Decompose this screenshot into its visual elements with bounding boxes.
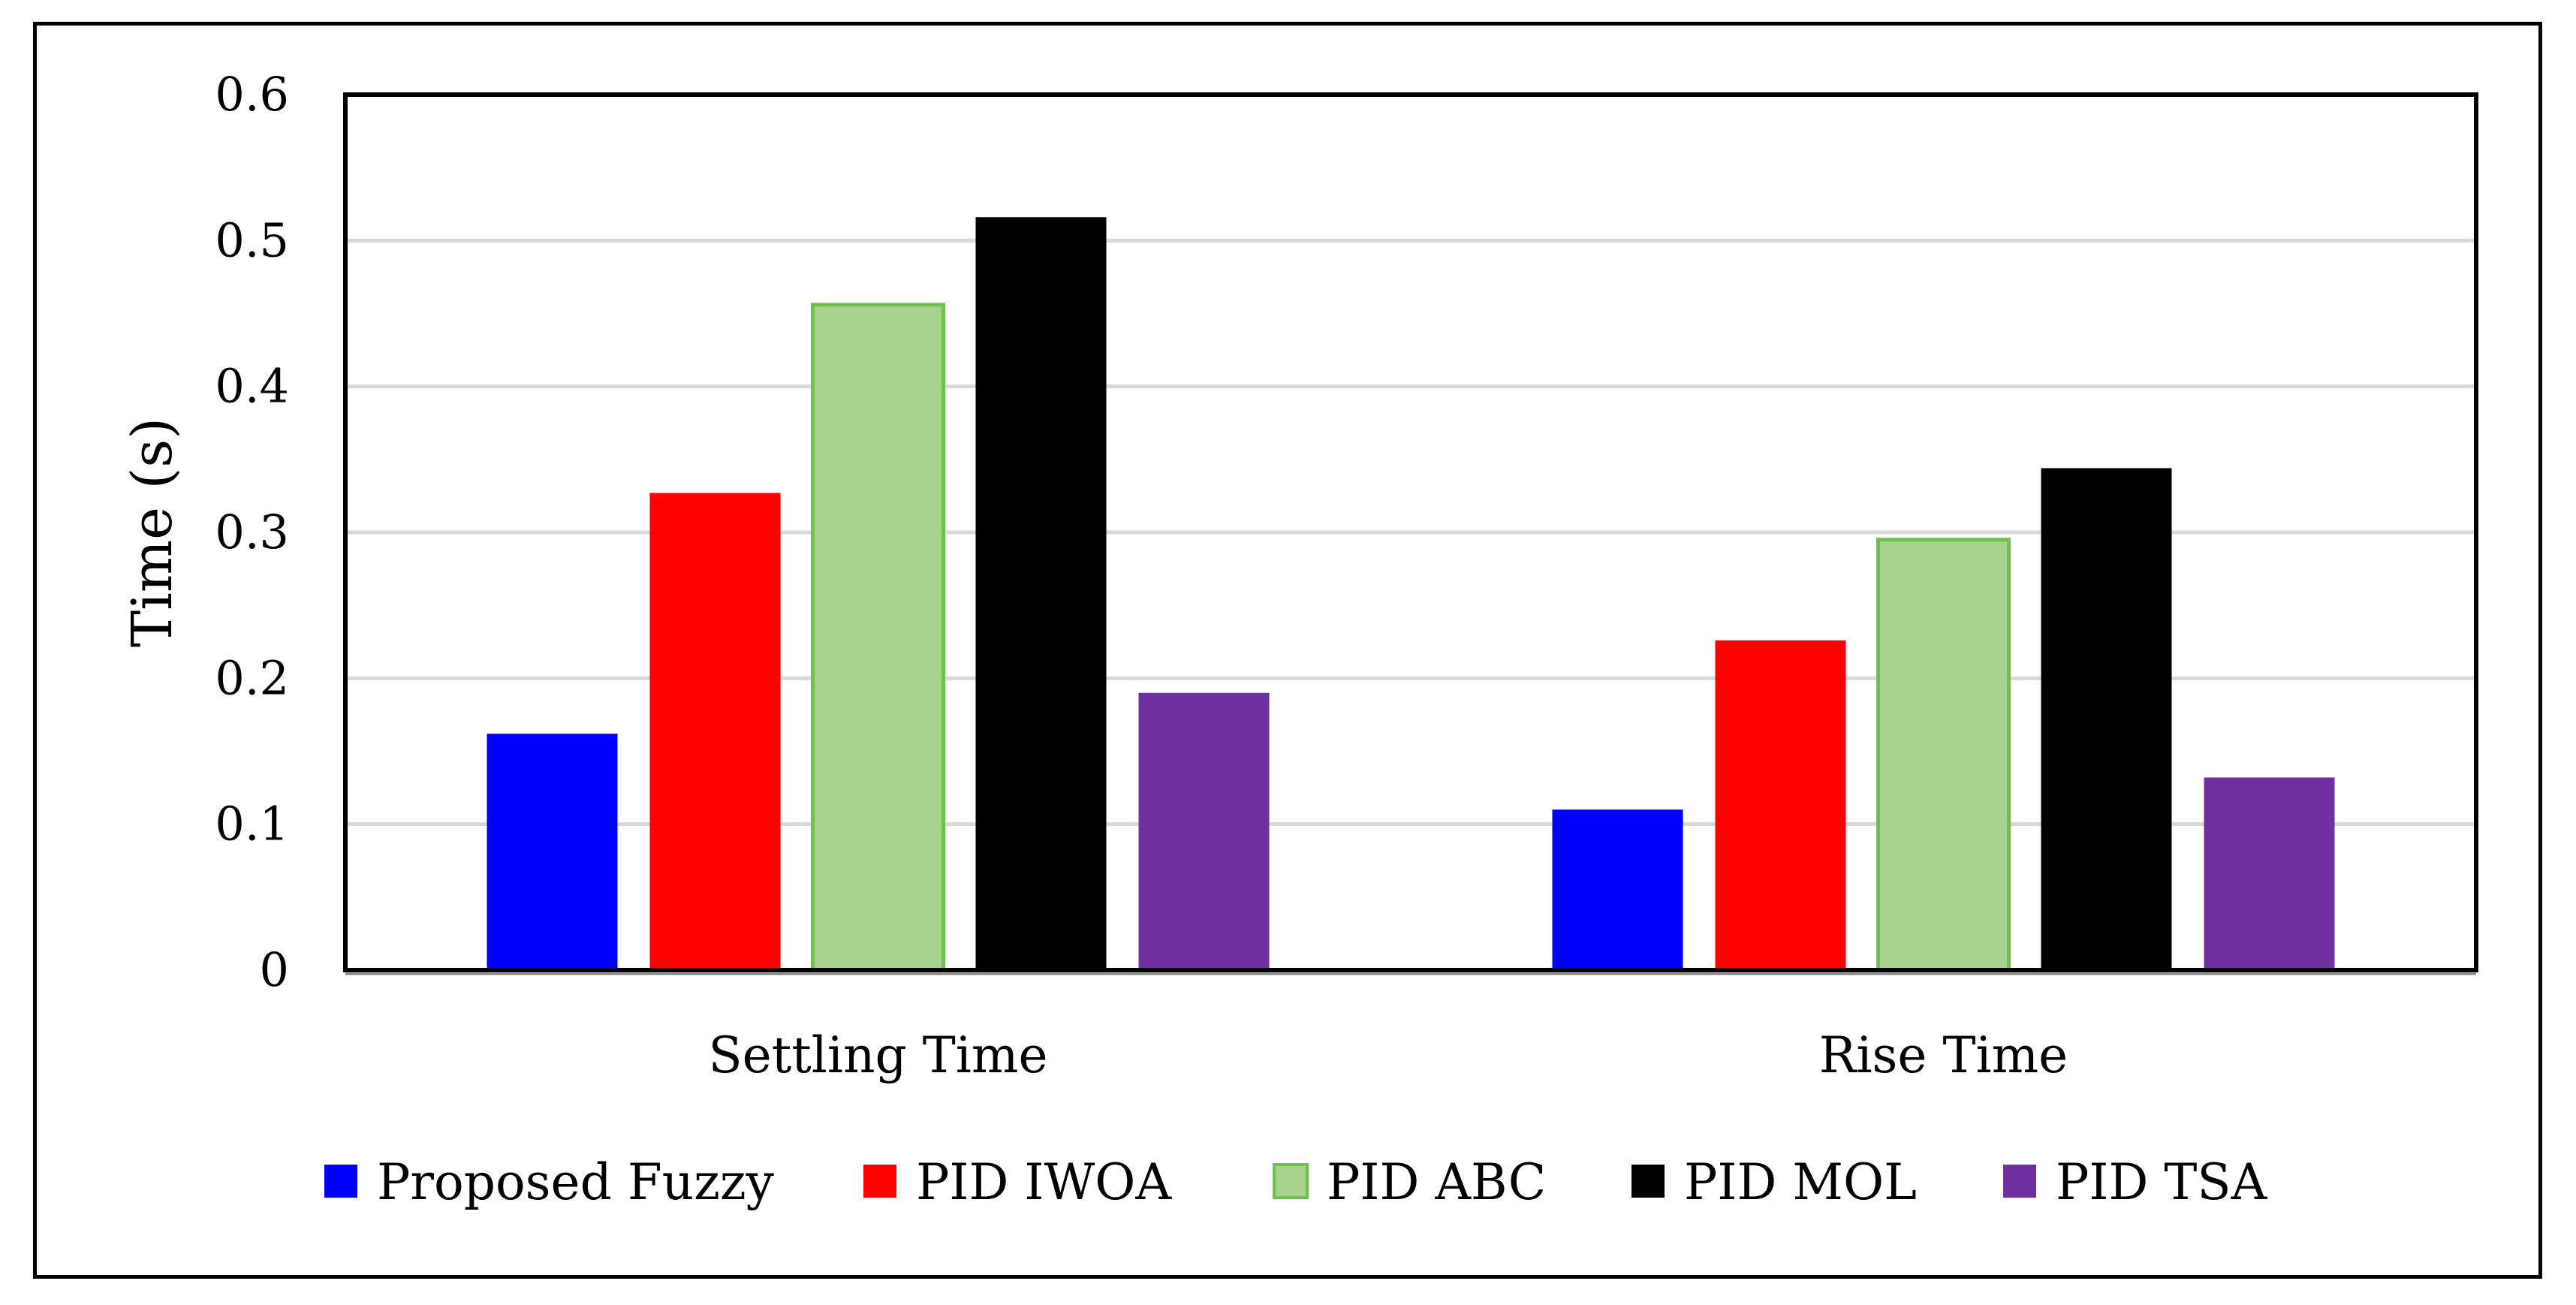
bars xyxy=(487,217,2335,972)
legend-swatch xyxy=(1273,1163,1309,1199)
y-tick-label: 0.4 xyxy=(215,359,289,414)
y-tick-label: 0.3 xyxy=(215,505,289,559)
y-tick-label: 0 xyxy=(260,942,289,997)
bar-pid-iwoa-rise-time xyxy=(1715,640,1846,970)
y-tick-label: 0.6 xyxy=(215,67,289,122)
bar-pid-tsa-settling-time xyxy=(1138,692,1270,970)
legend-swatch xyxy=(2003,1165,2036,1198)
legend-swatch xyxy=(1631,1165,1665,1198)
y-tick-label: 0.5 xyxy=(215,212,289,267)
legend-label: PID ABC xyxy=(1327,1153,1546,1211)
y-axis-ticks: 0 0.1 0.2 0.3 0.4 0.5 0.6 xyxy=(215,67,289,997)
bar-pid-abc-rise-time xyxy=(1876,538,2011,972)
y-axis-title: Time (s) xyxy=(120,417,185,647)
legend-label: Proposed Fuzzy xyxy=(377,1153,775,1211)
legend-label: PID IWOA xyxy=(916,1153,1172,1211)
bar-proposed-fuzzy-settling-time xyxy=(487,734,618,970)
bar-pid-abc-settling-time xyxy=(811,303,945,972)
y-tick-label: 0.2 xyxy=(215,650,289,705)
legend-label: PID TSA xyxy=(2056,1153,2268,1211)
bar-proposed-fuzzy-rise-time xyxy=(1552,809,1683,970)
x-axis-categories: Settling Time Rise Time xyxy=(708,1026,2068,1084)
bar-pid-tsa-rise-time xyxy=(2204,777,2335,970)
legend-swatch xyxy=(324,1165,357,1198)
legend-swatch xyxy=(863,1165,896,1198)
y-tick-label: 0.1 xyxy=(215,797,289,851)
bar-pid-mol-rise-time xyxy=(2041,468,2172,970)
plot-area-border xyxy=(343,92,2478,972)
bar-pid-mol-settling-time xyxy=(975,217,1107,970)
category-label: Rise Time xyxy=(1819,1026,2068,1084)
legend: Proposed Fuzzy PID IWOA PID ABC PID MOL PID … xyxy=(324,1153,2268,1211)
bar-pid-iwoa-settling-time xyxy=(649,493,781,970)
legend-label: PID MOL xyxy=(1684,1153,1917,1211)
category-label: Settling Time xyxy=(708,1026,1047,1084)
